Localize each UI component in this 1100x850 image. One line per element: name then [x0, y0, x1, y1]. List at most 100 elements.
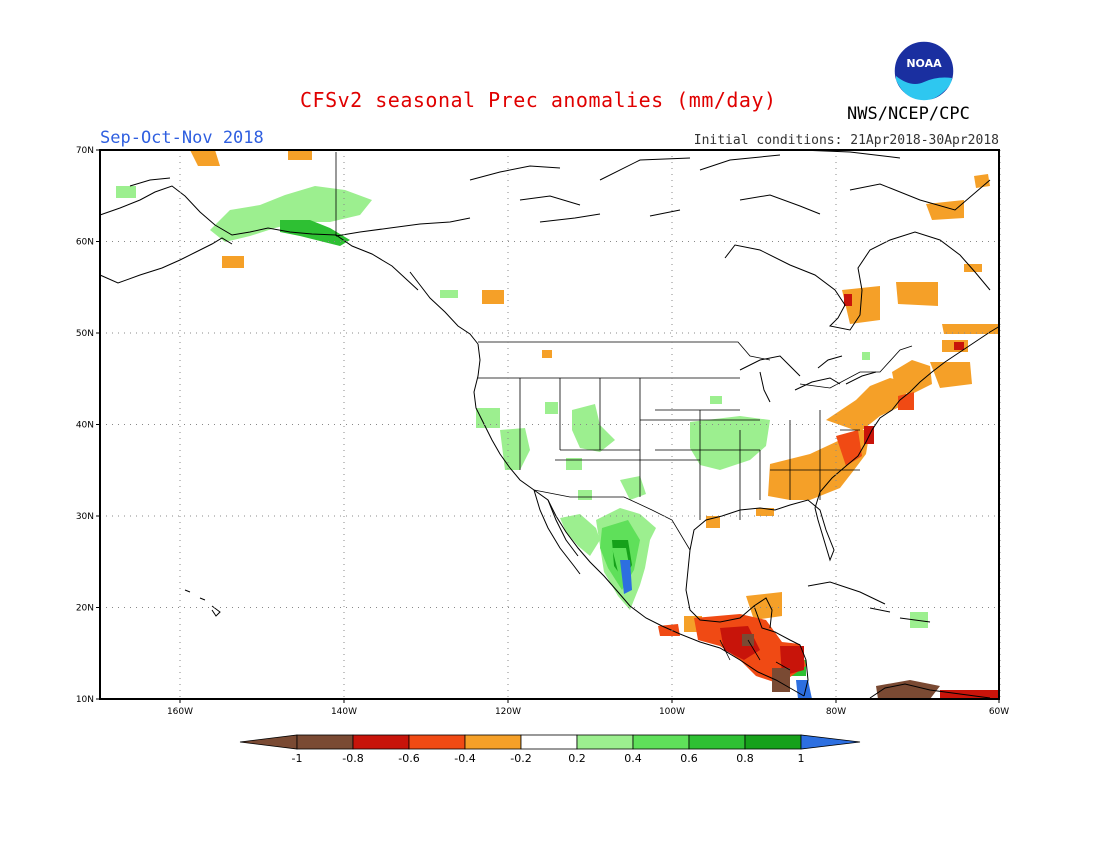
- anomaly-region: [280, 220, 350, 246]
- anomaly-region: [942, 324, 999, 334]
- political-borders: [335, 152, 913, 671]
- alaska-coastline: [99, 177, 419, 291]
- anomaly-region: [566, 458, 582, 470]
- anomaly-region: [930, 362, 972, 388]
- anomaly-region: [572, 404, 615, 452]
- colorbar-swatch: [408, 734, 466, 750]
- anomaly-region: [836, 430, 862, 466]
- anomaly-region: [545, 402, 558, 414]
- lon-label: 140W: [331, 707, 357, 717]
- lon-label: 60W: [989, 707, 1009, 717]
- noaa-logo: NOAA: [893, 40, 955, 102]
- anomaly-region: [926, 200, 964, 220]
- colorbar-label: -0.6: [398, 752, 419, 765]
- colorbar-swatch: [352, 734, 410, 750]
- colorbar-swatch: [632, 734, 690, 750]
- lon-label: 160W: [167, 707, 193, 717]
- anomaly-region: [542, 350, 552, 358]
- anomaly-region: [578, 490, 592, 500]
- lat-label: 70N: [76, 146, 94, 156]
- anomaly-region: [210, 186, 372, 242]
- anomaly-region: [964, 264, 982, 272]
- hudson-bay-coastline: [724, 231, 991, 331]
- anomaly-region: [560, 514, 600, 556]
- colorbar-swatch: [520, 734, 578, 750]
- colorbar-swatch: [576, 734, 634, 750]
- lat-label: 10N: [76, 695, 94, 705]
- anomaly-region: [910, 612, 928, 628]
- anomaly-region: [690, 416, 770, 470]
- colorbar-label: 1: [798, 752, 805, 765]
- colorbar: -1 -0.8 -0.6 -0.4 -0.2 0.2 0.4 0.6 0.8 1: [239, 734, 861, 765]
- anomaly-region: [620, 476, 646, 500]
- map-title: CFSv2 seasonal Prec anomalies (mm/day): [300, 88, 777, 112]
- us-canada-border: [478, 341, 913, 389]
- anomaly-region: [974, 174, 990, 188]
- colorbar-arrow-left: [239, 734, 298, 750]
- anomaly-region: [862, 352, 870, 360]
- colorbar-label: 0.2: [568, 752, 586, 765]
- anomaly-layer: [116, 150, 999, 699]
- noaa-logo-text: NOAA: [906, 57, 942, 70]
- anomaly-region: [620, 560, 632, 594]
- arctic-coastline: [335, 149, 991, 237]
- anomaly-region: [222, 256, 244, 268]
- anomaly-region: [190, 150, 220, 166]
- south-america-coastline: [869, 683, 991, 699]
- colorbar-swatch: [744, 734, 802, 750]
- central-america-borders: [719, 639, 791, 671]
- anomaly-region: [746, 592, 782, 620]
- anomaly-region: [896, 282, 938, 306]
- anomaly-region: [796, 680, 812, 699]
- anomaly-region: [876, 680, 940, 699]
- initial-conditions-label: Initial conditions: 21Apr2018-30Apr2018: [693, 133, 999, 148]
- anomaly-region: [710, 396, 722, 404]
- colorbar-label: -0.4: [454, 752, 475, 765]
- colorbar-swatch: [464, 734, 522, 750]
- baja-coastline: [533, 489, 581, 575]
- anomaly-region: [844, 294, 852, 306]
- anomaly-region: [482, 290, 504, 304]
- colorbar-label: -0.2: [510, 752, 531, 765]
- colorbar-arrow-right: [800, 734, 861, 750]
- hawaii-islands: [184, 589, 221, 617]
- anomaly-region: [892, 360, 932, 394]
- lon-label: 80W: [826, 707, 846, 717]
- longitude-labels: 160W 140W 120W 100W 80W 60W: [167, 699, 1009, 717]
- bc-coastline: [409, 271, 479, 345]
- latitude-labels: 70N 60N 50N 40N 30N 20N 10N: [76, 146, 100, 705]
- anomaly-region: [898, 392, 914, 410]
- season-label: Sep-Oct-Nov 2018: [100, 128, 264, 148]
- great-lakes: [739, 355, 877, 403]
- colorbar-label: 0.6: [680, 752, 698, 765]
- anomaly-region: [826, 378, 906, 432]
- anomaly-region: [954, 342, 964, 350]
- us-mexico-border: [533, 489, 691, 551]
- anomaly-region: [940, 690, 999, 699]
- lon-label: 120W: [495, 707, 521, 717]
- pacific-coastline: [473, 343, 805, 697]
- lat-label: 30N: [76, 512, 94, 522]
- anomaly-region: [288, 150, 312, 160]
- anomaly-region: [476, 408, 500, 428]
- agency-label: NWS/NCEP/CPC: [847, 104, 970, 124]
- anomaly-region: [116, 186, 136, 198]
- colorbar-label: -0.8: [342, 752, 363, 765]
- caribbean-islands: [807, 581, 931, 623]
- atlantic-coastline: [814, 325, 1001, 509]
- anomaly-region: [772, 668, 790, 692]
- lat-label: 40N: [76, 421, 94, 431]
- colorbar-label: -1: [292, 752, 303, 765]
- lat-label: 20N: [76, 604, 94, 614]
- colorbar-swatch: [688, 734, 746, 750]
- anomaly-region: [440, 290, 458, 298]
- lon-label: 100W: [659, 707, 685, 717]
- colorbar-swatch: [296, 734, 354, 750]
- lat-label: 60N: [76, 238, 94, 248]
- anomaly-region: [756, 508, 774, 516]
- colorbar-label: 0.4: [624, 752, 642, 765]
- colorbar-label: 0.8: [736, 752, 754, 765]
- anomaly-region: [500, 428, 530, 470]
- lat-label: 50N: [76, 329, 94, 339]
